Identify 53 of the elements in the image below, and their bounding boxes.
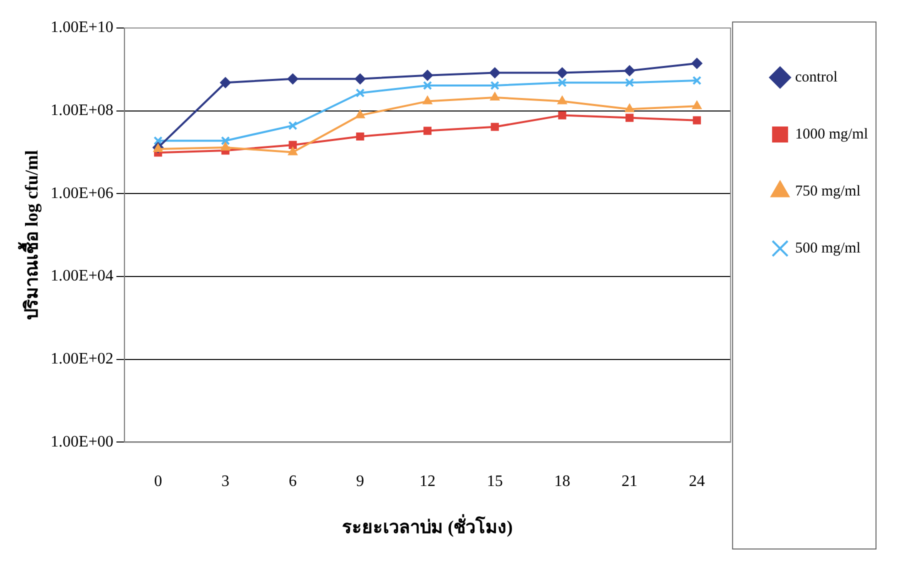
point bbox=[356, 132, 364, 141]
x-tick-label: 15 bbox=[486, 473, 503, 490]
point bbox=[422, 70, 433, 81]
legend-label: control bbox=[795, 69, 838, 86]
point bbox=[557, 96, 568, 104]
point bbox=[423, 126, 432, 135]
y-tick-label: 1.00E+06 bbox=[50, 184, 114, 202]
point bbox=[624, 104, 634, 112]
point bbox=[490, 92, 500, 100]
point bbox=[692, 100, 702, 110]
y-tick-label: 1.00E+10 bbox=[50, 19, 114, 36]
point bbox=[558, 111, 566, 120]
x-tick-label: 24 bbox=[688, 473, 705, 490]
point bbox=[490, 122, 499, 131]
point bbox=[354, 73, 366, 84]
point bbox=[154, 136, 163, 146]
point bbox=[220, 142, 230, 151]
x-axis-title: ระยะเวลาบ่ม (ชั่วโมง) bbox=[342, 514, 513, 537]
y-tick-label: 1.00E+04 bbox=[50, 268, 114, 285]
legend-label: 500 mg/ml bbox=[795, 240, 860, 256]
point bbox=[288, 140, 297, 149]
x-tick-label: 18 bbox=[554, 473, 570, 490]
point bbox=[691, 58, 702, 69]
legend-label: 750 mg/ml bbox=[795, 183, 860, 200]
y-tick-label: 1.00E+08 bbox=[50, 102, 114, 120]
point bbox=[287, 73, 298, 84]
x-tick-label: 0 bbox=[154, 473, 162, 490]
point bbox=[626, 114, 634, 122]
y-axis-title: ปริมาณเชื้อ log cfu/ml bbox=[17, 150, 42, 320]
point bbox=[422, 80, 432, 90]
point bbox=[288, 121, 298, 130]
y-tick-label: 1.00E+00 bbox=[50, 433, 114, 450]
point bbox=[692, 76, 702, 86]
point bbox=[356, 88, 365, 98]
point bbox=[220, 136, 230, 146]
point bbox=[558, 78, 567, 88]
point bbox=[624, 65, 636, 76]
y-tick-label: 1.00E+02 bbox=[50, 350, 114, 368]
x-tick-label: 12 bbox=[419, 473, 436, 490]
point bbox=[489, 67, 500, 78]
x-tick-label: 3 bbox=[221, 473, 230, 490]
point bbox=[422, 96, 432, 104]
point bbox=[490, 80, 500, 90]
legend-label: 1000 mg/ml bbox=[795, 126, 868, 142]
point bbox=[220, 77, 231, 88]
point bbox=[692, 116, 701, 124]
point bbox=[288, 146, 298, 156]
x-tick-label: 6 bbox=[288, 473, 297, 490]
point bbox=[556, 67, 568, 78]
point bbox=[355, 110, 365, 118]
x-tick-label: 9 bbox=[356, 473, 364, 490]
point bbox=[625, 78, 634, 88]
x-tick-label: 21 bbox=[622, 473, 638, 490]
